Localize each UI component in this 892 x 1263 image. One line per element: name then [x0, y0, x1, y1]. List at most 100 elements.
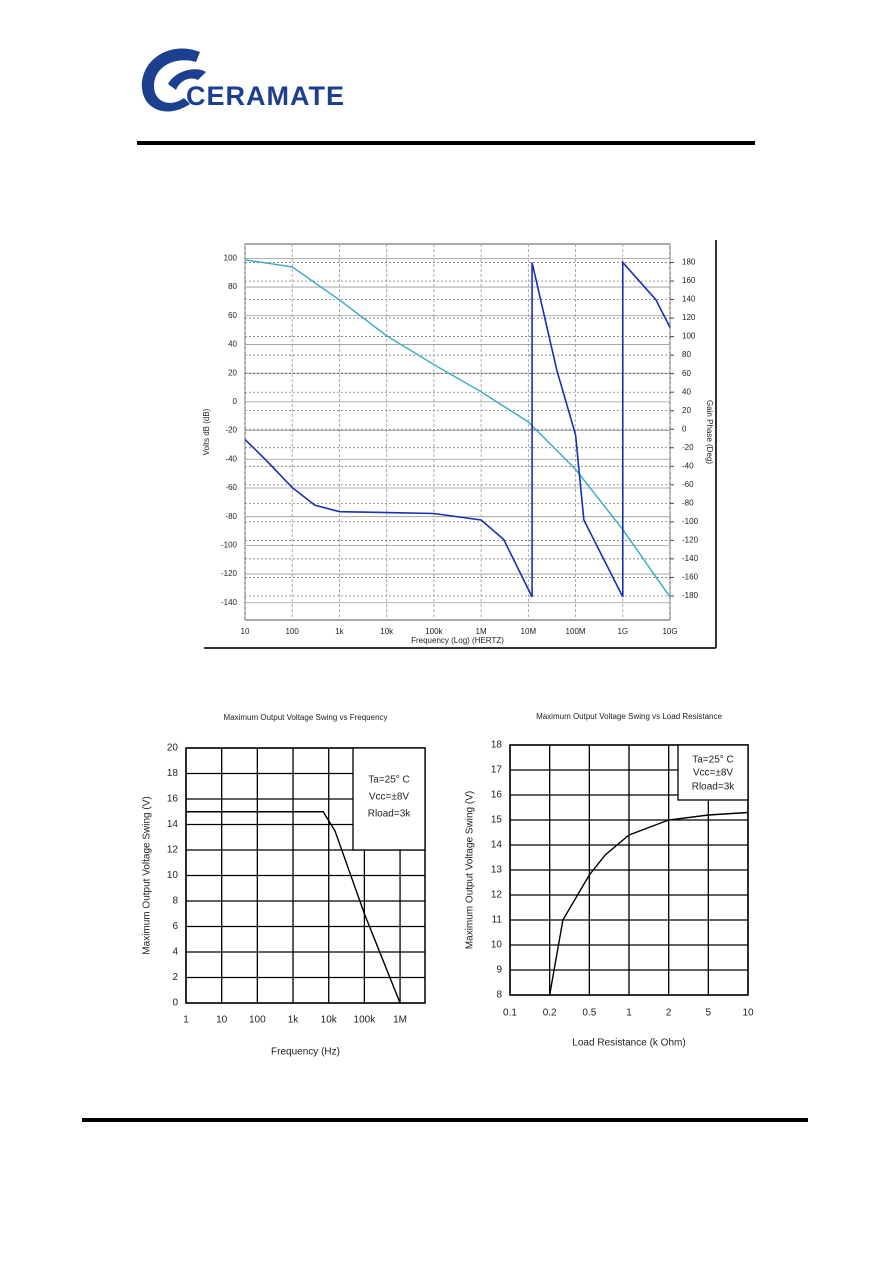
y-tick-label: 18 [167, 768, 179, 779]
y-tick-label: 15 [491, 815, 503, 826]
y2-tick-label: 60 [682, 369, 691, 378]
y-tick-label: 13 [491, 865, 503, 876]
y-tick-label: -100 [221, 540, 238, 549]
x-tick-label: 100k [354, 1015, 377, 1026]
x-tick-label: 1k [335, 627, 344, 636]
x-tick-label: 0.2 [543, 1008, 557, 1019]
annotation: Rload=3k [692, 782, 736, 793]
y2-tick-label: 0 [682, 424, 687, 433]
data-line [244, 259, 671, 598]
y2-tick-label: -100 [682, 517, 699, 526]
chart-title: Maximum Output Voltage Swing vs Load Res… [536, 712, 722, 721]
footer-rule [82, 1118, 808, 1122]
x-tick-label: 1G [617, 627, 628, 636]
x-tick-label: 10k [380, 627, 394, 636]
y2-tick-label: 100 [682, 332, 696, 341]
x-tick-label: 5 [706, 1008, 712, 1019]
y-tick-label: 40 [228, 340, 237, 349]
y-tick-label: 8 [496, 990, 502, 1001]
y-tick-label: 60 [228, 311, 237, 320]
annotation: Vcc=±8V [693, 768, 734, 779]
y-tick-label: 100 [224, 253, 238, 262]
logo: CERAMATE [141, 48, 344, 112]
y-tick-label: 14 [491, 840, 503, 851]
y2-tick-label: 160 [682, 276, 696, 285]
y-tick-label: 2 [172, 972, 178, 983]
y-axis-label: Maximum Output Voltage Swing (V) [465, 791, 476, 949]
x-tick-label: 100M [566, 627, 586, 636]
y-tick-label: 17 [491, 765, 503, 776]
y2-tick-label: -80 [682, 498, 694, 507]
y-tick-label: 9 [496, 965, 502, 976]
x-tick-label: 2 [666, 1008, 672, 1019]
x-tick-label: 100k [425, 627, 443, 636]
y2-tick-label: -40 [682, 461, 694, 470]
charts: 100806040200-20-40-60-80-100-120-1401801… [142, 243, 754, 1058]
annotation: Ta=25° C [368, 775, 410, 786]
x-tick-label: 10 [241, 627, 250, 636]
y-tick-label: 11 [492, 915, 503, 926]
x-tick-label: 1M [393, 1015, 407, 1026]
data-line [548, 811, 749, 996]
y-tick-label: 20 [167, 743, 179, 754]
x-tick-label: 1 [183, 1015, 189, 1026]
x-tick-label: 100 [249, 1015, 266, 1026]
y-tick-label: 8 [172, 896, 178, 907]
chart: 0 2 4 6 8 10 12 14 16 18 20 1 10 100 1k 10k 100k 1M Ta=25°… [142, 713, 426, 1058]
y-tick-label: 0 [233, 397, 238, 406]
y2-tick-label: 20 [682, 406, 691, 415]
x-tick-label: 10 [216, 1015, 228, 1026]
y-tick-label: 10 [491, 940, 503, 951]
y-tick-label: 4 [172, 947, 178, 958]
y-tick-label: -80 [225, 512, 237, 521]
chart: 100806040200-20-40-60-80-100-120-1401801… [202, 243, 714, 645]
y-tick-label: -60 [225, 483, 237, 492]
y2-tick-label: -120 [682, 535, 699, 544]
x-axis-label: Frequency (Hz) [271, 1047, 340, 1058]
logo-mark [141, 48, 200, 112]
x-tick-label: 10M [521, 627, 537, 636]
x-axis-label: Load Resistance (k Ohm) [572, 1038, 685, 1049]
y-tick-label: -20 [225, 426, 237, 435]
header-rule [137, 141, 755, 145]
y2-tick-label: -140 [682, 554, 699, 563]
annotation: Vcc=±8V [369, 792, 410, 803]
y-tick-label: 20 [228, 368, 237, 377]
y-tick-label: 14 [167, 819, 179, 830]
y2-tick-label: 180 [682, 258, 696, 267]
y-tick-label: 0 [172, 998, 178, 1009]
x-tick-label: 100 [286, 627, 300, 636]
y-tick-label: 10 [167, 870, 179, 881]
x-tick-label: 1M [476, 627, 487, 636]
y-axis-label: Maximum Output Voltage Swing (V) [142, 796, 153, 954]
y2-tick-label: 80 [682, 350, 691, 359]
y-tick-label: 80 [228, 282, 237, 291]
x-axis-label: Frequency (Log) (HERTZ) [411, 636, 504, 645]
y-tick-label: 16 [491, 790, 503, 801]
y-tick-label: 12 [167, 845, 179, 856]
x-tick-label: 0.1 [503, 1008, 517, 1019]
y2-tick-label: 40 [682, 387, 691, 396]
y-tick-label: 6 [172, 921, 178, 932]
chart-title: Maximum Output Voltage Swing vs Frequenc… [223, 713, 387, 722]
annotation: Rload=3k [368, 809, 412, 820]
y2-tick-label: -180 [682, 591, 699, 600]
x-tick-label: 10k [321, 1015, 338, 1026]
y2-tick-label: -60 [682, 480, 694, 489]
logo-mark [168, 69, 206, 90]
y2-tick-label: 140 [682, 295, 696, 304]
data-line [244, 260, 671, 598]
annotation: Ta=25° C [692, 755, 734, 766]
y2-tick-label: 120 [682, 313, 696, 322]
y-tick-label: 16 [167, 794, 179, 805]
data-line [186, 811, 401, 1004]
y-tick-label: -120 [221, 569, 238, 578]
x-tick-label: 10G [662, 627, 677, 636]
x-tick-label: 0.5 [582, 1008, 596, 1019]
x-tick-label: 10 [742, 1008, 754, 1019]
y-tick-label: 18 [491, 740, 503, 751]
annotation-box [352, 747, 426, 851]
y2-tick-label: -20 [682, 443, 694, 452]
